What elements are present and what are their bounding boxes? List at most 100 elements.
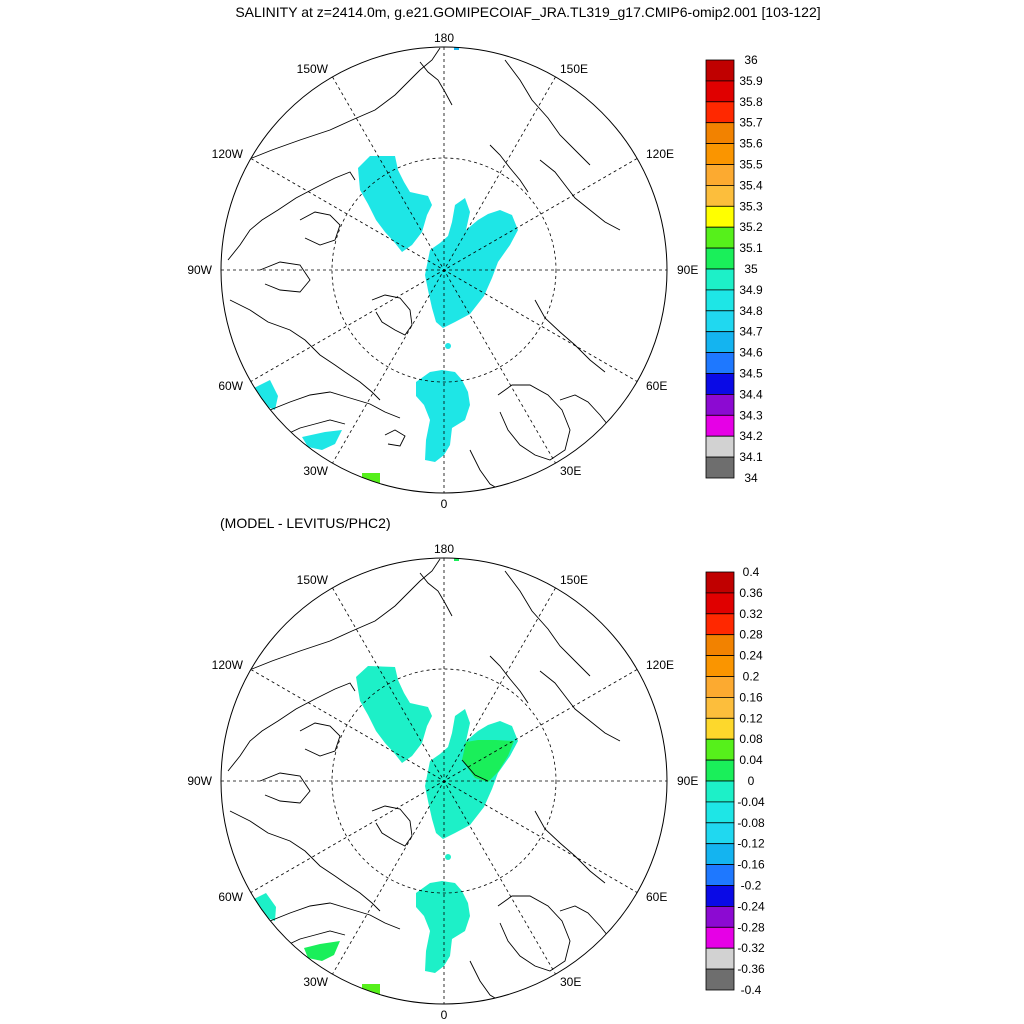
diff-lon-label-30e: 30E xyxy=(560,975,581,989)
diff-lon-label-150w: 150W xyxy=(297,573,329,587)
salinity-colorbar-swatch xyxy=(705,164,735,186)
difference-colorbar-tick-label: 0 xyxy=(748,774,755,788)
difference-colorbar-swatch xyxy=(705,759,735,782)
diff-lon-label-180: 180 xyxy=(434,542,454,556)
salinity-colorbar-tick-label: 34.7 xyxy=(739,325,763,339)
salinity-colorbar-tick-label: 34 xyxy=(744,471,758,485)
difference-colorbar-swatch xyxy=(705,738,735,761)
diff-lon-label-30w: 30W xyxy=(303,975,328,989)
salinity-colorbar-swatch xyxy=(705,184,735,207)
difference-map-border xyxy=(220,557,668,1005)
salinity-colorbar-swatch xyxy=(705,247,735,270)
diff-field-canada-basin xyxy=(356,666,432,763)
difference-colorbar-swatch xyxy=(705,968,735,991)
lon-label-150w: 150W xyxy=(297,62,329,76)
salinity-colorbar-tick-label: 35.5 xyxy=(739,158,763,172)
difference-colorbar-swatch xyxy=(705,717,735,740)
difference-title: (MODEL - LEVITUS/PHC2) xyxy=(220,515,391,531)
difference-colorbar-tick-label: 0.36 xyxy=(739,586,763,600)
salinity-colorbar-swatch xyxy=(705,143,735,165)
salinity-coastlines xyxy=(227,47,621,491)
salinity-colorbar-tick-label: 35.2 xyxy=(739,220,763,234)
difference-colorbar-swatch xyxy=(705,906,735,928)
salinity-graticule xyxy=(221,47,667,493)
salinity-colorbar-swatch xyxy=(705,289,735,312)
salinity-colorbar-swatch xyxy=(705,122,735,144)
diff-field-dot xyxy=(445,854,451,860)
salinity-colorbar-swatch xyxy=(705,373,735,395)
salinity-colorbar-tick-label: 34.4 xyxy=(739,387,763,401)
difference-colorbar-tick-label: -0.04 xyxy=(737,795,765,809)
salinity-colorbar-tick-label: 35.8 xyxy=(739,95,763,109)
difference-colorbar-swatch xyxy=(705,676,735,698)
lon-label-120w: 120W xyxy=(212,147,244,161)
salinity-colorbar-tick-label: 35 xyxy=(744,262,758,276)
salinity-colorbar-swatch xyxy=(705,414,735,437)
difference-colorbar-tick-label: -0.36 xyxy=(737,962,765,976)
salinity-colorbar-swatch xyxy=(705,331,735,354)
salinity-colorbar-swatch xyxy=(705,310,735,333)
diff-field-labrador xyxy=(254,893,276,921)
salinity-field-canada-basin xyxy=(358,156,432,252)
salinity-colorbar-swatch xyxy=(705,101,735,124)
salinity-colorbar-tick-label: 34.8 xyxy=(739,304,763,318)
difference-colorbar-tick-label: 0.28 xyxy=(739,628,763,642)
salinity-colorbar-tick-label: 34.2 xyxy=(739,429,763,443)
difference-graticule xyxy=(221,558,667,1004)
difference-coastlines xyxy=(227,558,621,1002)
difference-colorbar-swatch xyxy=(705,885,735,907)
difference-colorbar-tick-label: -0.28 xyxy=(737,920,765,934)
salinity-colorbar-swatch xyxy=(705,59,735,82)
difference-colorbar-tick-label: 0.12 xyxy=(739,711,763,725)
lon-label-120e: 120E xyxy=(646,147,674,161)
salinity-colorbar-tick-label: 34.1 xyxy=(739,450,763,464)
salinity-colorbar-tick-label: 34.6 xyxy=(739,346,763,360)
difference-colorbar-tick-label: -0.16 xyxy=(737,858,765,872)
salinity-field-eurasian-basin xyxy=(425,198,518,328)
salinity-colorbar-swatch xyxy=(705,352,735,374)
difference-colorbar-tick-label: 0.24 xyxy=(739,649,763,663)
salinity-colorbar-swatch xyxy=(705,80,735,103)
difference-colorbar-tick-label: -0.32 xyxy=(737,941,765,955)
salinity-map-border xyxy=(220,46,668,494)
diff-lon-label-150e: 150E xyxy=(560,573,588,587)
diff-field-irminger xyxy=(304,941,340,961)
difference-colorbar-tick-label: 0.04 xyxy=(739,753,763,767)
difference-colorbar-swatch xyxy=(705,592,735,615)
difference-colorbar-tick-label: -0.24 xyxy=(737,899,765,913)
salinity-colorbar-swatch xyxy=(705,435,735,458)
salinity-field-dot xyxy=(445,343,451,349)
difference-colorbar-tick-label: 0.32 xyxy=(739,607,763,621)
difference-colorbar-swatch xyxy=(705,801,735,824)
salinity-colorbar-tick-label: 34.3 xyxy=(739,408,763,422)
diff-field-positive-anomaly xyxy=(462,740,514,782)
salinity-colorbar-swatch xyxy=(705,226,735,249)
difference-colorbar-tick-label: -0.4 xyxy=(741,983,762,997)
lon-label-0: 0 xyxy=(441,497,448,511)
salinity-colorbar-tick-label: 35.3 xyxy=(739,199,763,213)
difference-colorbar-tick-label: 0.4 xyxy=(743,565,760,579)
lon-label-180: 180 xyxy=(434,31,454,45)
difference-colorbar-swatch xyxy=(705,926,735,949)
lon-label-60e: 60E xyxy=(646,379,667,393)
salinity-colorbar-tick-label: 35.1 xyxy=(739,241,763,255)
salinity-colorbar-swatch xyxy=(705,205,735,228)
difference-colorbar-tick-label: 0.16 xyxy=(739,690,763,704)
salinity-colorbar-tick-label: 36 xyxy=(744,53,758,67)
lon-label-90w: 90W xyxy=(187,263,212,277)
salinity-colorbar-swatch xyxy=(705,456,735,479)
difference-colorbar: 0.4 0.36 0.32 0.28 0.24 0.2 0.16 0.12 0.08 0.04 0 -… xyxy=(705,565,765,997)
diff-lon-label-90w: 90W xyxy=(187,774,212,788)
salinity-colorbar-tick-label: 35.9 xyxy=(739,74,763,88)
diff-field-greenland-sea xyxy=(416,881,470,973)
salinity-field-labrador xyxy=(254,380,278,410)
salinity-colorbar-tick-label: 35.4 xyxy=(739,178,763,192)
lon-label-150e: 150E xyxy=(560,62,588,76)
difference-colorbar-swatch xyxy=(705,864,735,886)
difference-colorbar-swatch xyxy=(705,697,735,719)
diff-lon-label-90e: 90E xyxy=(677,774,698,788)
lon-label-30w: 30W xyxy=(303,464,328,478)
salinity-colorbar: 36 35.9 35.8 35.7 35.6 35.5 35.4 35.3 35.2 35.1 35… xyxy=(705,53,763,485)
salinity-colorbar-swatch xyxy=(705,393,735,416)
